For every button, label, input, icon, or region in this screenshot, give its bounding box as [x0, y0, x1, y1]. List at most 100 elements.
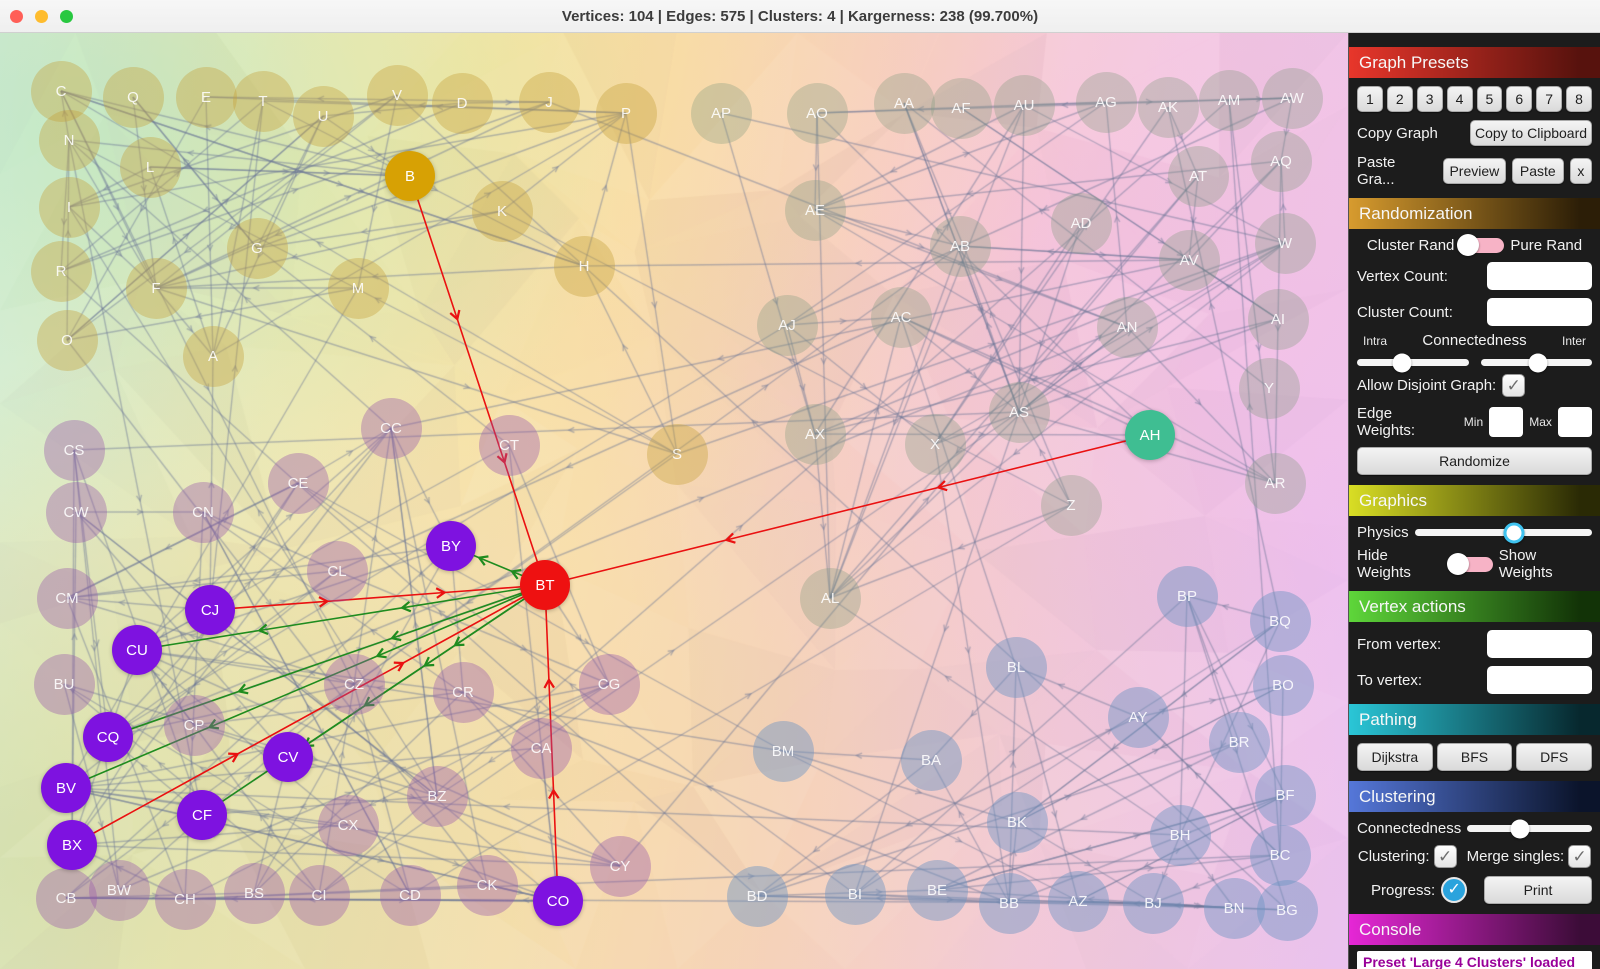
- vertex-count-input[interactable]: [1487, 262, 1592, 290]
- bfs-button[interactable]: BFS: [1436, 743, 1513, 771]
- graph-node-BG[interactable]: BG: [1256, 879, 1318, 941]
- graph-node-Q[interactable]: Q: [102, 66, 164, 128]
- physics-slider[interactable]: [1414, 522, 1592, 543]
- preset-button-1[interactable]: 1: [1357, 86, 1383, 112]
- graph-node-CA[interactable]: CA: [510, 717, 572, 779]
- graph-node-BR[interactable]: BR: [1208, 711, 1270, 773]
- graph-node-V[interactable]: V: [366, 64, 428, 126]
- graph-node-CP[interactable]: CP: [163, 694, 225, 756]
- graph-node-T[interactable]: T: [232, 70, 294, 132]
- graph-node-AW[interactable]: AW: [1261, 67, 1323, 129]
- graph-node-CC[interactable]: CC: [360, 397, 422, 459]
- graph-node-CB[interactable]: CB: [35, 867, 97, 929]
- graph-node-AP[interactable]: AP: [690, 82, 752, 144]
- graph-node-AI[interactable]: AI: [1247, 288, 1309, 350]
- graph-node-AT[interactable]: AT: [1167, 145, 1229, 207]
- graph-node-G[interactable]: G: [226, 217, 288, 279]
- graph-node-CX[interactable]: CX: [317, 794, 379, 856]
- graph-node-CM[interactable]: CM: [36, 567, 98, 629]
- minimize-window-button[interactable]: [35, 10, 48, 23]
- graph-node-I[interactable]: I: [38, 176, 100, 238]
- inter-slider[interactable]: [1480, 353, 1592, 372]
- to-vertex-input[interactable]: [1487, 666, 1592, 694]
- graph-node-BZ[interactable]: BZ: [406, 765, 468, 827]
- graph-node-AB[interactable]: AB: [929, 215, 991, 277]
- preset-button-7[interactable]: 7: [1536, 86, 1563, 112]
- intra-slider-knob[interactable]: [1392, 353, 1412, 372]
- toggle-knob[interactable]: [1457, 234, 1480, 256]
- graph-node-X[interactable]: X: [904, 413, 966, 475]
- graph-node-AS[interactable]: AS: [988, 381, 1050, 443]
- graph-node-AH[interactable]: AH: [1125, 410, 1175, 460]
- graph-node-AE[interactable]: AE: [784, 179, 846, 241]
- allow-disjoint-checkbox[interactable]: ✓: [1502, 374, 1526, 397]
- graph-node-CS[interactable]: CS: [43, 419, 105, 481]
- graph-node-M[interactable]: M: [327, 257, 389, 319]
- clustering-slider-knob[interactable]: [1510, 819, 1530, 838]
- graph-node-CU[interactable]: CU: [112, 625, 162, 675]
- graph-node-AL[interactable]: AL: [799, 567, 861, 629]
- graph-node-BP[interactable]: BP: [1156, 565, 1218, 627]
- graph-node-E[interactable]: E: [175, 66, 237, 128]
- graph-node-BY[interactable]: BY: [426, 521, 476, 571]
- graph-node-AC[interactable]: AC: [870, 286, 932, 348]
- graph-node-AU[interactable]: AU: [993, 74, 1055, 136]
- clustering-checkbox[interactable]: ✓: [1433, 845, 1457, 868]
- cluster-count-input[interactable]: [1487, 298, 1592, 326]
- from-vertex-input[interactable]: [1487, 630, 1592, 658]
- graph-node-AK[interactable]: AK: [1137, 76, 1199, 138]
- graph-node-BQ[interactable]: BQ: [1249, 590, 1311, 652]
- graph-node-CD[interactable]: CD: [379, 864, 441, 926]
- graph-node-AQ[interactable]: AQ: [1250, 130, 1312, 192]
- graph-node-BA[interactable]: BA: [900, 729, 962, 791]
- graph-node-J[interactable]: J: [518, 71, 580, 133]
- physics-slider-knob[interactable]: [1503, 522, 1525, 543]
- graph-node-CI[interactable]: CI: [288, 864, 350, 926]
- graph-node-BN[interactable]: BN: [1203, 877, 1265, 939]
- graph-node-AG[interactable]: AG: [1075, 71, 1137, 133]
- graph-node-BM[interactable]: BM: [752, 720, 814, 782]
- graph-node-BX[interactable]: BX: [47, 820, 97, 870]
- graph-node-CG[interactable]: CG: [578, 653, 640, 715]
- graph-node-AD[interactable]: AD: [1050, 192, 1112, 254]
- graph-node-AY[interactable]: AY: [1107, 686, 1169, 748]
- graph-node-AJ[interactable]: AJ: [756, 294, 818, 356]
- graph-node-BT[interactable]: BT: [520, 560, 570, 610]
- preset-button-3[interactable]: 3: [1416, 86, 1443, 112]
- graph-node-BU[interactable]: BU: [33, 653, 95, 715]
- clustering-connectedness-slider[interactable]: [1467, 819, 1592, 838]
- paste-preview-button[interactable]: Preview: [1442, 158, 1506, 184]
- copy-to-clipboard-button[interactable]: Copy to Clipboard: [1470, 120, 1592, 146]
- graph-node-CJ[interactable]: CJ: [185, 585, 235, 635]
- graph-node-H[interactable]: H: [553, 235, 615, 297]
- graph-node-CZ[interactable]: CZ: [323, 653, 385, 715]
- graph-node-BS[interactable]: BS: [223, 862, 285, 924]
- dijkstra-button[interactable]: Dijkstra: [1357, 743, 1433, 771]
- graph-node-CW[interactable]: CW: [45, 481, 107, 543]
- min-weight-input[interactable]: [1489, 407, 1524, 437]
- graph-node-F[interactable]: F: [125, 257, 187, 319]
- preset-button-4[interactable]: 4: [1446, 86, 1473, 112]
- graph-node-CK[interactable]: CK: [456, 854, 518, 916]
- graph-node-R[interactable]: R: [30, 240, 92, 302]
- toggle-knob[interactable]: [1446, 552, 1469, 575]
- weights-toggle[interactable]: [1446, 552, 1493, 575]
- graph-node-L[interactable]: L: [119, 136, 181, 198]
- graph-node-S[interactable]: S: [646, 423, 708, 485]
- graph-node-U[interactable]: U: [292, 85, 354, 147]
- progress-checkbox[interactable]: ✓: [1441, 877, 1468, 903]
- graph-node-BO[interactable]: BO: [1252, 654, 1314, 716]
- paste-button[interactable]: Paste: [1511, 158, 1564, 184]
- preset-button-5[interactable]: 5: [1476, 86, 1503, 112]
- print-button[interactable]: Print: [1484, 876, 1592, 904]
- graph-node-BC[interactable]: BC: [1249, 824, 1311, 886]
- close-window-button[interactable]: [10, 10, 23, 23]
- graph-node-Y[interactable]: Y: [1238, 357, 1300, 419]
- graph-node-CN[interactable]: CN: [172, 481, 234, 543]
- merge-singles-checkbox[interactable]: ✓: [1568, 845, 1592, 868]
- randomize-button[interactable]: Randomize: [1357, 447, 1592, 475]
- graph-node-CQ[interactable]: CQ: [83, 712, 133, 762]
- graph-node-AZ[interactable]: AZ: [1047, 870, 1109, 932]
- graph-node-K[interactable]: K: [471, 180, 533, 242]
- graph-node-BH[interactable]: BH: [1149, 804, 1211, 866]
